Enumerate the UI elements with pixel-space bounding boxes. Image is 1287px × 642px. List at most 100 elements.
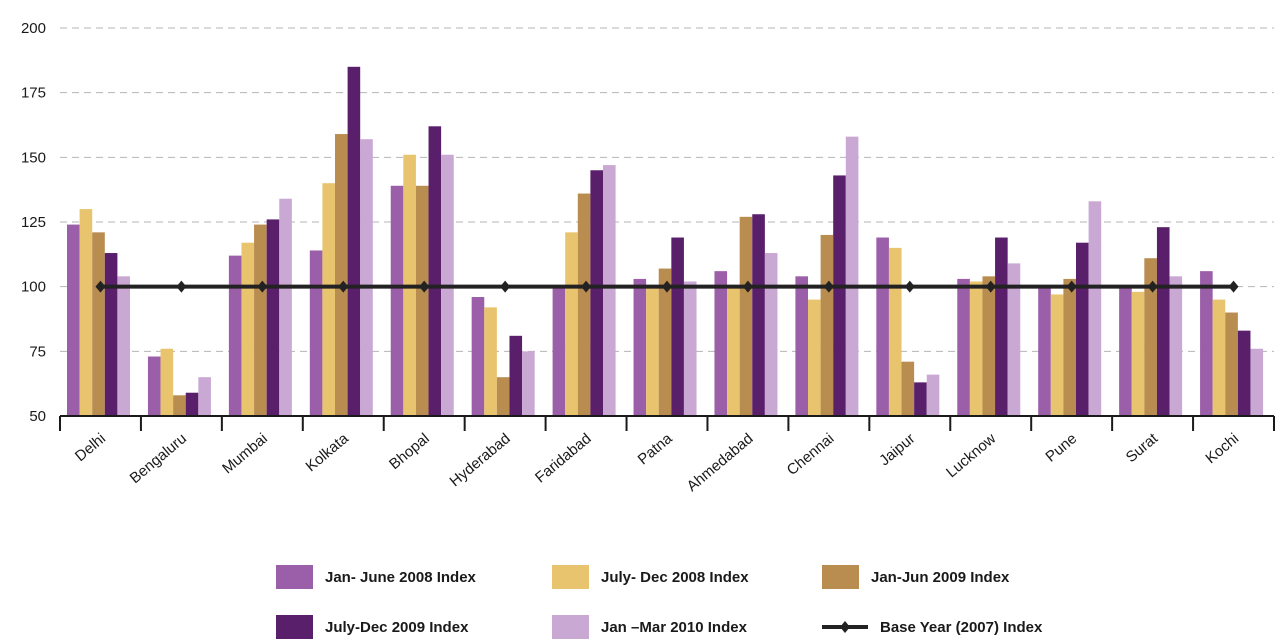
legend-swatch	[276, 565, 313, 589]
baseline-marker	[985, 280, 996, 293]
bar	[347, 66, 361, 417]
bar	[484, 307, 497, 416]
bar	[335, 134, 348, 416]
baseline-marker	[823, 280, 834, 293]
bar	[926, 374, 940, 416]
bar	[266, 219, 280, 416]
bar	[279, 198, 292, 416]
bar	[1063, 278, 1076, 416]
legend-label: Jan-Jun 2009 Index	[871, 569, 1010, 586]
legend-swatch	[552, 565, 589, 589]
bar	[1119, 286, 1132, 416]
bar	[876, 237, 889, 416]
bar	[1007, 263, 1021, 416]
x-tick-label: Kochi	[1202, 430, 1242, 467]
baseline-marker	[500, 280, 511, 293]
x-tick-label: Patna	[635, 430, 676, 469]
baseline-marker	[338, 280, 349, 293]
bar	[658, 268, 672, 416]
bar	[428, 126, 442, 416]
bar	[254, 224, 267, 416]
bar	[67, 224, 80, 416]
x-tick-label: Chennai	[784, 430, 838, 479]
bar	[888, 247, 902, 416]
bar	[79, 209, 93, 416]
bar	[147, 356, 161, 416]
y-tick-label: 200	[21, 20, 46, 37]
legend-marker	[840, 621, 850, 633]
baseline-marker	[176, 280, 187, 293]
bar	[577, 193, 591, 416]
bar	[565, 232, 578, 416]
bar	[522, 351, 535, 416]
bar	[496, 377, 510, 416]
bar	[509, 335, 523, 416]
bar	[646, 286, 659, 416]
x-tick-label: Pune	[1042, 430, 1080, 466]
bar	[633, 278, 647, 416]
bars	[67, 66, 1264, 417]
y-tick-label: 150	[21, 149, 46, 166]
bar	[845, 136, 859, 416]
bar	[1237, 330, 1251, 416]
y-tick-label: 50	[29, 408, 46, 425]
bar	[901, 361, 915, 416]
bar	[1156, 227, 1170, 416]
bar	[1131, 291, 1145, 416]
bar	[92, 232, 105, 416]
bar	[322, 183, 335, 416]
x-tick-label: Ahmedabad	[684, 430, 757, 495]
bar	[1212, 299, 1226, 416]
bar	[714, 271, 728, 416]
bar	[471, 297, 485, 416]
bar	[117, 276, 130, 416]
bar	[415, 185, 429, 416]
bar	[1038, 286, 1051, 416]
bar	[603, 165, 616, 416]
bar	[795, 276, 808, 416]
legend: Jan- June 2008 Index July- Dec 2008 Index…	[276, 565, 1043, 639]
bar	[104, 253, 118, 416]
x-tick-label: Jaipur	[876, 430, 918, 469]
legend-label: Base Year (2007) Index	[880, 619, 1043, 636]
legend-label: July-Dec 2009 Index	[325, 619, 469, 636]
bar	[1076, 242, 1089, 416]
baseline-marker	[742, 280, 753, 293]
legend-swatch	[822, 565, 859, 589]
baseline-marker	[1066, 280, 1077, 293]
bar	[671, 237, 684, 416]
bar	[390, 185, 404, 416]
bar	[228, 255, 242, 416]
bar	[752, 214, 765, 416]
bar	[995, 237, 1008, 416]
x-tick-label: Kolkata	[303, 430, 353, 476]
x-tick-label: Bengaluru	[127, 430, 190, 487]
baseline-series	[95, 280, 1239, 293]
bar	[739, 216, 753, 416]
bar	[683, 281, 697, 416]
bar	[808, 299, 821, 416]
bar	[590, 170, 603, 416]
bar	[1200, 271, 1213, 416]
bar	[982, 276, 996, 416]
bar	[820, 234, 834, 416]
bar	[833, 175, 846, 416]
x-tick-label: Surat	[1123, 430, 1162, 467]
baseline-marker	[1147, 280, 1158, 293]
baseline-marker	[257, 280, 268, 293]
bar	[241, 242, 255, 416]
bar	[173, 395, 186, 416]
bar	[957, 278, 970, 416]
baseline-marker	[581, 280, 592, 293]
bar	[914, 382, 927, 416]
bar	[198, 377, 211, 416]
baseline-marker	[904, 280, 915, 293]
baseline-marker	[1228, 280, 1239, 293]
baseline-marker	[419, 280, 430, 293]
bar	[1225, 312, 1238, 416]
legend-label: Jan- June 2008 Index	[325, 569, 477, 586]
bar	[1169, 276, 1183, 416]
x-tick-label: Hyderabad	[447, 430, 514, 490]
y-tick-label: 125	[21, 214, 46, 231]
